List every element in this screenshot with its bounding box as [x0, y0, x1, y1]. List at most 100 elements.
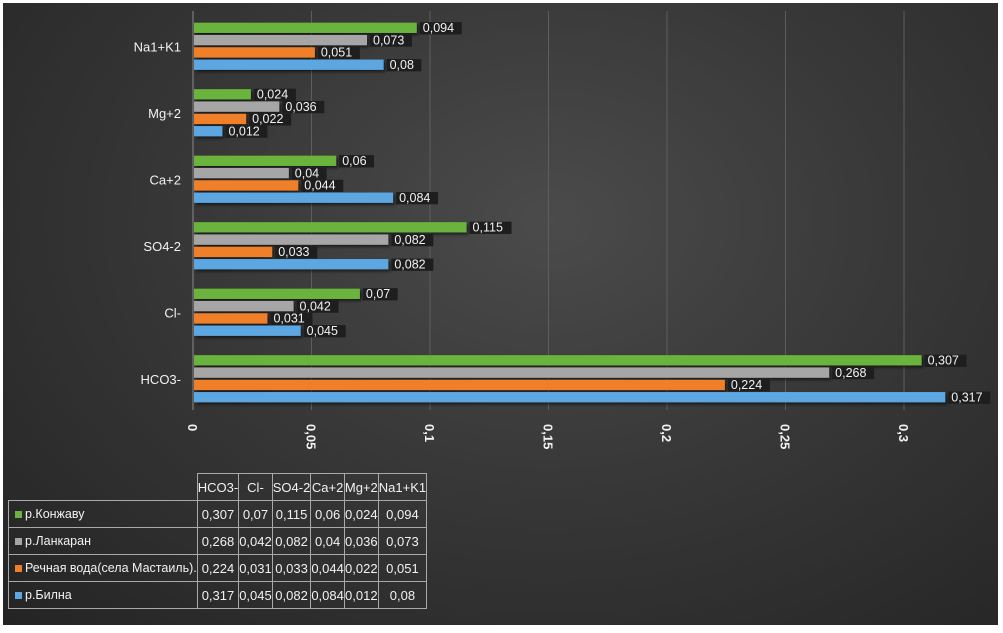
bar	[194, 234, 389, 245]
value-label: 0,082	[394, 257, 425, 271]
bar	[194, 113, 247, 125]
value-label-box	[249, 113, 292, 126]
legend-series-name: Речная вода(села Мастаиль).	[8, 554, 198, 582]
category-label: Mg+2	[148, 106, 181, 121]
table-corner	[8, 473, 198, 501]
x-tick-label: 0,05	[304, 424, 319, 449]
table-column-header: Ca+2	[310, 473, 345, 501]
value-label-box	[386, 59, 422, 72]
category-label: Ca+2	[150, 172, 181, 187]
value-label-box	[225, 125, 268, 138]
table-column-header: Cl-	[238, 473, 273, 501]
table-cell: 0,042	[238, 527, 273, 555]
data-table: HCO3- Cl- SO4-2 Ca+2 Mg+2 Na1+K1 р.Конжаву 0,30…	[8, 473, 428, 609]
value-label-box	[270, 312, 313, 326]
value-label: 0,115	[473, 220, 503, 234]
value-label-box	[339, 155, 374, 168]
value-label-box	[303, 325, 346, 338]
table-cell: 0,012	[343, 581, 379, 609]
table-cell: 0,094	[377, 500, 428, 528]
table-cell: 0,022	[343, 554, 379, 582]
bar	[194, 180, 299, 191]
value-label-box	[469, 221, 512, 234]
category-label: Na1+K1	[134, 39, 181, 54]
value-label-box	[370, 34, 413, 47]
value-label-box	[296, 300, 339, 313]
x-tick-label: 0,3	[896, 424, 911, 442]
value-label: 0,045	[307, 324, 338, 338]
value-label: 0,082	[394, 233, 425, 247]
value-label: 0,012	[228, 124, 259, 138]
value-label: 0,268	[835, 366, 866, 380]
value-label: 0,08	[390, 58, 414, 72]
table-cell: 0,268	[196, 527, 240, 555]
value-label-box	[282, 100, 325, 114]
gridlines	[192, 11, 905, 410]
value-label: 0,036	[285, 100, 316, 114]
legend-swatch	[15, 538, 22, 546]
value-label: 0,094	[423, 21, 454, 35]
category-label: HCO3-	[141, 372, 181, 387]
table-cell: 0,073	[377, 527, 428, 555]
value-label: 0,042	[300, 299, 331, 313]
bars	[194, 22, 946, 403]
table-cell: 0,036	[343, 527, 379, 555]
bar	[194, 34, 368, 46]
chart-frame: 0,307 0,268 0,224 0,317 0,07 0,042 0,031 0,045 0…	[3, 3, 998, 625]
legend-series-name: р.Конжаву	[8, 500, 198, 528]
value-label: 0,04	[295, 166, 319, 180]
value-label-box	[396, 192, 439, 205]
table-cell: 0,307	[196, 500, 240, 528]
legend-label: Речная вода(села Мастаиль).	[25, 561, 197, 575]
value-label: 0,084	[399, 191, 430, 205]
table-cell: 0,317	[196, 581, 240, 609]
table-column-header: Na1+K1	[377, 473, 428, 501]
category-label: Cl-	[164, 305, 181, 320]
table-column-header: HCO3-	[196, 473, 240, 501]
value-label-box	[253, 88, 296, 101]
x-tick-label: 0,15	[541, 424, 556, 449]
table-cell: 0,115	[271, 500, 312, 528]
value-label: 0,317	[951, 390, 982, 404]
bar	[194, 300, 294, 312]
bar	[194, 47, 315, 58]
bar	[194, 379, 725, 391]
value-label-box	[301, 179, 344, 193]
table-cell: 0,045	[238, 581, 273, 609]
table-header-row: HCO3- Cl- SO4-2 Ca+2 Mg+2 Na1+K1	[8, 473, 428, 501]
legend-label: р.Билна	[25, 588, 72, 602]
value-label-box	[362, 288, 398, 301]
value-label-box	[419, 22, 462, 35]
table-cell: 0,04	[310, 527, 345, 555]
legend-label: р.Ланкаран	[25, 534, 91, 548]
bar	[194, 126, 223, 137]
table-row: р.Ланкаран 0,268 0,042 0,082 0,04 0,036 0,073	[8, 527, 428, 555]
value-label-box	[317, 46, 360, 60]
table-cell: 0,031	[238, 554, 273, 582]
legend-swatch	[15, 565, 22, 573]
value-label: 0,033	[278, 245, 309, 259]
x-axis-ticks: 0 0,05 0,1 0,15 0,2 0,25 0,3	[185, 424, 911, 449]
value-label: 0,07	[366, 287, 390, 301]
table-cell: 0,07	[238, 500, 273, 528]
value-label-box	[948, 391, 991, 404]
value-label: 0,031	[273, 312, 304, 326]
value-label-box	[275, 246, 318, 259]
bar	[194, 222, 467, 233]
table-row: Речная вода(села Мастаиль). 0,224 0,031 0,0…	[8, 554, 428, 582]
value-label: 0,073	[373, 33, 404, 47]
value-label-box	[924, 354, 967, 367]
value-label-box	[391, 258, 434, 271]
legend-swatch	[15, 511, 22, 519]
category-label: SO4-2	[143, 239, 181, 254]
legend-series-name: р.Ланкаран	[8, 527, 198, 555]
bar	[194, 288, 360, 299]
bar	[194, 246, 273, 258]
table-cell: 0,084	[310, 581, 345, 609]
legend-label: р.Конжаву	[25, 507, 85, 521]
bar	[194, 259, 389, 270]
table-cell: 0,024	[343, 500, 379, 528]
x-tick-label: 0,2	[659, 424, 674, 442]
